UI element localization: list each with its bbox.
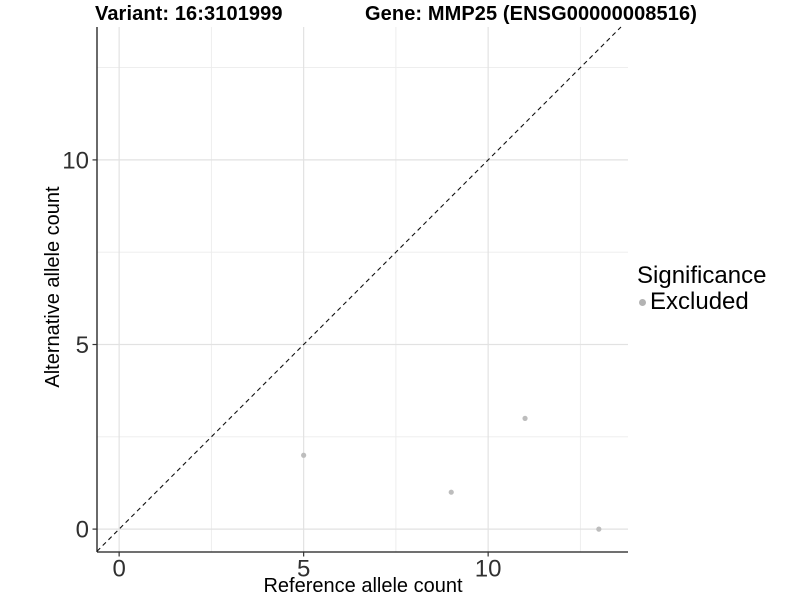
data-point — [522, 415, 528, 421]
x-tick-label: 5 — [297, 556, 310, 583]
data-point — [301, 452, 307, 458]
y-tick-label: 10 — [62, 147, 89, 174]
gene-title: Gene: MMP25 (ENSG00000008516) — [365, 3, 697, 25]
excluded-point-icon — [639, 298, 646, 306]
x-axis-title: Reference allele count — [263, 575, 463, 597]
x-tick-label: 10 — [475, 556, 502, 583]
data-point — [448, 489, 454, 495]
y-tick-label: 5 — [76, 332, 89, 359]
identity-dashed-line — [96, 26, 622, 552]
data-point — [596, 526, 602, 532]
y-tick-label: 0 — [76, 517, 89, 544]
y-axis-title: Alternative allele count — [42, 186, 64, 388]
legend-item-label: Excluded — [650, 288, 749, 315]
variant-title: Variant: 16:3101999 — [95, 3, 283, 25]
legend: Significance Excluded — [637, 263, 766, 315]
legend-item-excluded: Excluded — [639, 289, 766, 315]
legend-title: Significance — [637, 262, 767, 289]
x-tick-label: 0 — [112, 556, 125, 583]
